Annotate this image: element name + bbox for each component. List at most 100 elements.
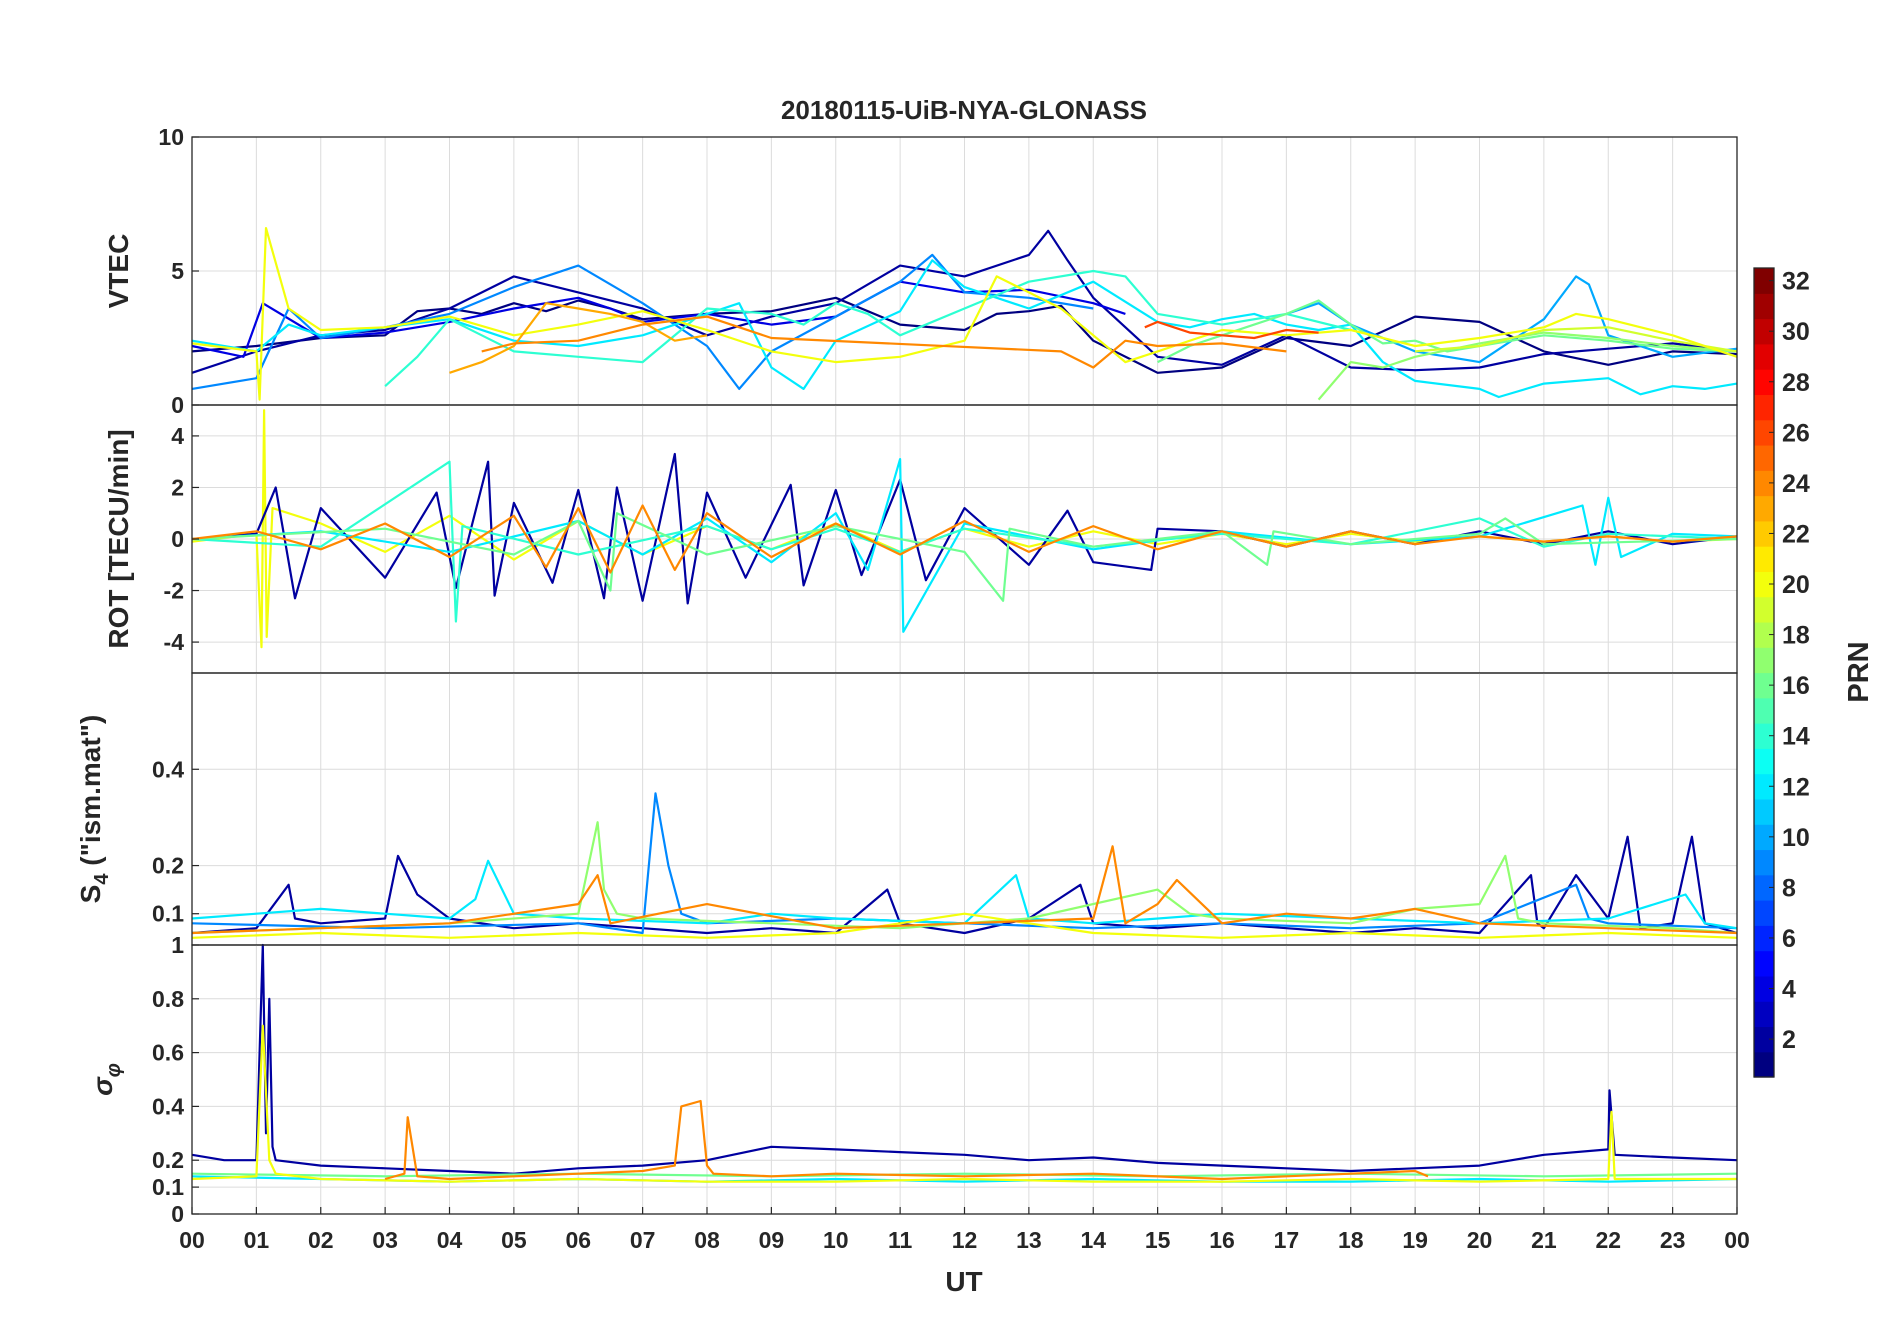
x-tick-label: 18 [1338,1227,1364,1253]
vtec-series-prn-20 [191,227,1738,401]
colorbar-cell-7 [1754,900,1774,926]
sigma-y-tick-label: 0.4 [152,1093,184,1119]
sigma-y-tick-label: 0.6 [152,1040,184,1066]
s4-y-label-base: S [75,885,106,904]
colorbar-cell-28 [1754,369,1774,396]
vtec-y-ticks: 0 5 10 [158,124,199,418]
vtec-y-tick-label: 5 [171,258,184,284]
x-tick-label: 07 [630,1227,656,1253]
x-tick-label: 17 [1274,1227,1300,1253]
x-tick-label: 20 [1467,1227,1493,1253]
rot-y-tick-label: -4 [164,629,185,655]
panel-s4: 0.1 0.2 0.4 S4 ("ism.mat") [75,672,1738,946]
colorbar-cell-1 [1754,1051,1774,1078]
colorbar-cells [1754,268,1774,1078]
colorbar-tick-label: 28 [1782,369,1810,397]
x-tick-label: 00 [1724,1227,1750,1253]
rot-y-ticks: -4 -2 0 2 4 [164,423,199,655]
s4-y-tick-label: 0.4 [152,756,184,782]
x-tick-label: 08 [694,1227,720,1253]
sigma-y-tick-label: 0 [171,1201,184,1227]
s4-y-label-rest: ("ism.mat") [75,715,106,874]
s4-grid [191,673,1738,945]
s4-series-prn-17 [191,821,1738,935]
s4-y-tick-label: 0.1 [152,901,184,927]
x-tick-label: 01 [244,1227,270,1253]
colorbar-tick-label: 10 [1782,824,1810,852]
colorbar-cell-8 [1754,874,1774,901]
s4-series-prn-24 [191,845,1738,935]
colorbar-cell-30 [1754,318,1774,345]
colorbar-cell-19 [1754,596,1774,623]
panel-rot: -4 -2 0 2 4 ROT [TECU/min] [103,404,1738,674]
colorbar-cell-27 [1754,394,1774,421]
sigma-series-prn-24 [384,1099,1429,1181]
vtec-series-prn-24 [481,315,1287,369]
vtec-series-prn-2 [191,229,1738,374]
sigma-y-label: σφ [87,1063,125,1096]
vtec-series [191,227,1738,401]
panel-vtec: 0 5 10 VTEC [103,124,1738,418]
sigma-series-prn-2 [191,943,1738,1175]
x-tick-label: 09 [759,1227,785,1253]
colorbar-cell-10 [1754,824,1774,851]
colorbar-tick-label: 30 [1782,318,1810,346]
sigma-y-tick-label: 0.1 [152,1174,184,1200]
colorbar-tick-label: 32 [1782,268,1810,296]
colorbar-tick-label: 12 [1782,773,1810,801]
x-tick-label: 00 [179,1227,205,1253]
colorbar-cell-20 [1754,571,1774,598]
rot-y-tick-label: -2 [164,578,184,604]
colorbar-cell-15 [1754,697,1774,724]
colorbar-cell-25 [1754,444,1774,471]
s4-y-tick-label: 0.2 [152,853,184,879]
colorbar-tick-label: 16 [1782,672,1810,700]
colorbar-cell-2 [1754,1026,1774,1053]
colorbar-tick-label: 18 [1782,622,1810,650]
vtec-series-prn-12 [191,259,1738,399]
colorbar-cell-18 [1754,621,1774,648]
rot-series [191,409,1738,649]
colorbar-cell-4 [1754,975,1774,1002]
x-tick-label: 19 [1402,1227,1428,1253]
colorbar-cell-31 [1754,293,1774,320]
colorbar-label: PRN [1843,641,1875,702]
s4-y-label-sub: 4 [91,873,113,885]
sigma-y-label-sub: φ [103,1063,125,1077]
rot-y-label: ROT [TECU/min] [103,429,134,648]
sigma-y-tick-label: 0.2 [152,1147,184,1173]
sigma-y-label-base: σ [87,1076,118,1096]
colorbar-tick-label: 14 [1782,723,1810,751]
rot-y-tick-label: 2 [171,474,184,500]
x-tick-label: 12 [952,1227,978,1253]
colorbar-cell-9 [1754,849,1774,876]
sigma-series-prn-16 [191,1172,1738,1178]
colorbar-tick-label: 22 [1782,520,1810,548]
colorbar-cell-22 [1754,520,1774,547]
chart-title: 20180115-UiB-NYA-GLONASS [781,95,1147,125]
vtec-y-tick-label: 0 [171,392,184,418]
colorbar-cell-12 [1754,773,1774,800]
rot-series-prn-12 [191,458,1738,633]
colorbar-tick-label: 2 [1782,1026,1796,1054]
rot-y-tick-label: 4 [171,423,184,449]
colorbar-cell-32 [1754,268,1774,294]
vtec-grid [191,136,1738,406]
s4-series-prn-2 [191,835,1738,935]
rot-y-tick-label: 0 [171,526,184,552]
sigma-y-tick-label: 0.8 [152,986,184,1012]
colorbar-tick-label: 8 [1782,874,1796,902]
x-tick-label: 03 [372,1227,398,1253]
x-tick-label: 11 [888,1227,913,1253]
colorbar-cell-16 [1754,672,1774,699]
x-tick-labels: 00 01 02 03 04 05 06 07 08 09 10 11 12 13 14 15 16 17 18 19… [179,1207,1750,1253]
s4-series [191,792,1738,939]
colorbar-cell-6 [1754,925,1774,952]
panel-sigma: 00.10.2 0.4 0.6 0.8 1 σφ [87,932,1738,1227]
colorbar-cell-13 [1754,748,1774,775]
s4-y-ticks: 0.1 0.2 0.4 [152,756,199,927]
x-tick-label: 10 [823,1227,849,1253]
rot-series-prn-14 [191,460,1738,623]
